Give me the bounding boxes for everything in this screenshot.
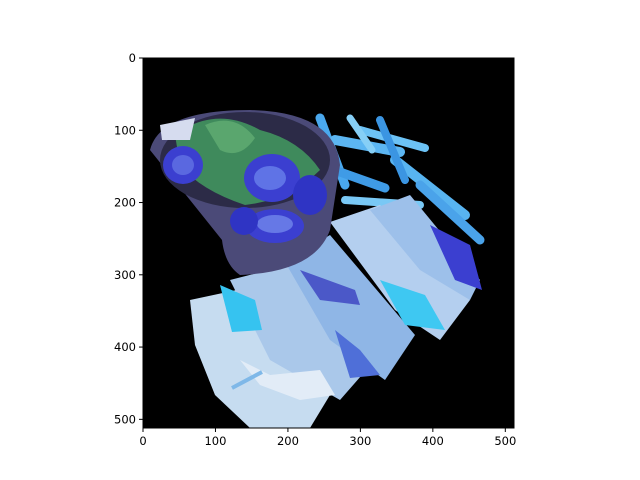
x-tick-label: 100 (204, 434, 226, 448)
salad-bowl (150, 110, 340, 275)
y-tick-label: 0 (129, 51, 136, 65)
y-tick-label: 100 (114, 123, 136, 137)
y-tick-label: 400 (114, 340, 136, 354)
x-tick-label: 200 (277, 434, 299, 448)
x-tick-label: 0 (139, 434, 146, 448)
x-tick-label: 400 (422, 434, 444, 448)
axes-frame (142, 57, 515, 429)
y-tick-label: 500 (114, 412, 136, 426)
image-content (143, 58, 514, 428)
x-tick-label: 500 (494, 434, 516, 448)
y-axis: 0 100 200 300 400 500 (114, 51, 143, 426)
x-tick-label: 300 (349, 434, 371, 448)
plot-area: 0 100 200 300 400 500 0 100 200 300 400 500 (114, 51, 516, 448)
y-tick-label: 300 (114, 268, 136, 282)
sandwiches (190, 195, 482, 428)
x-axis: 0 100 200 300 400 500 (139, 428, 516, 448)
y-tick-label: 200 (114, 196, 136, 210)
